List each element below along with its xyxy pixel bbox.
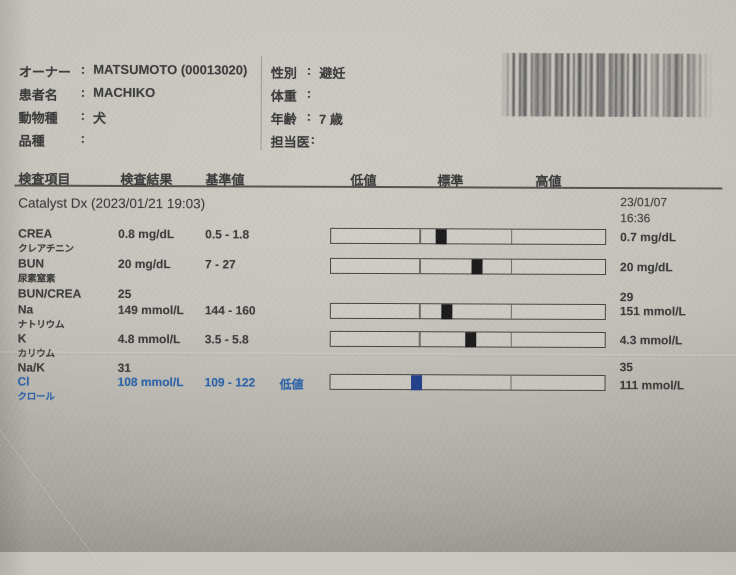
range-divider-high	[510, 333, 512, 347]
species-row: 動物種: 犬	[19, 107, 106, 126]
test-result: 4.8 mmol/L	[118, 332, 181, 346]
range-bar-na	[330, 303, 606, 320]
previous-value: 0.7 mg/dL	[620, 230, 676, 244]
age-label: 年齢	[271, 109, 301, 128]
test-kana: カリウム	[18, 345, 55, 359]
range-divider-low	[419, 229, 421, 243]
previous-value: 111 mmol/L	[619, 378, 684, 392]
range-divider-low	[419, 304, 421, 318]
range-bar-bun	[330, 258, 606, 275]
colon: :	[81, 85, 85, 104]
sex-label: 性別	[271, 63, 301, 82]
range-divider-high	[511, 230, 513, 244]
colon: :	[307, 63, 311, 82]
test-result: 0.8 mg/dL	[118, 227, 174, 241]
lab-report-sheet: オーナー: MATSUMOTO (00013020) 患者名: MACHIKO 動物…	[0, 0, 736, 554]
test-code: K	[18, 331, 27, 345]
species-label: 動物種	[19, 107, 75, 126]
test-result: 149 mmol/L	[118, 303, 184, 317]
range-divider-low	[419, 332, 421, 346]
test-code: Cl	[18, 374, 30, 388]
test-kana: ナトリウム	[18, 316, 65, 330]
test-kana: クロール	[17, 388, 54, 402]
test-result: 20 mg/dL	[118, 257, 171, 271]
paper-crease-diagonal	[0, 410, 105, 571]
range-bar-crea	[330, 228, 606, 245]
result-marker	[436, 229, 447, 244]
previous-result-time: 16:36	[620, 211, 650, 225]
test-range: 0.5 - 1.8	[205, 227, 249, 241]
test-result: 25	[118, 287, 131, 301]
range-divider-high	[510, 376, 512, 390]
analyzer-title: Catalyst Dx (2023/01/21 19:03)	[18, 195, 205, 211]
test-range: 3.5 - 5.8	[205, 332, 249, 346]
test-result: 108 mmol/L	[118, 375, 184, 389]
breed-row: 品種:	[19, 130, 93, 149]
previous-value: 35	[620, 360, 633, 374]
colon: :	[307, 86, 311, 105]
colon: :	[81, 62, 85, 81]
range-bar-cl	[330, 374, 606, 391]
colon: :	[81, 108, 85, 127]
colon: :	[81, 131, 85, 150]
sex-value: 避妊	[319, 63, 345, 82]
test-code: CREA	[18, 226, 52, 240]
barcode-graphic	[501, 53, 713, 118]
result-marker	[465, 332, 476, 347]
test-code: BUN	[18, 256, 44, 270]
patient-name-row: 患者名: MACHIKO	[19, 84, 156, 104]
header-divider-line	[261, 57, 262, 151]
owner-label: オーナー	[19, 61, 75, 80]
breed-label: 品種	[19, 130, 75, 149]
patient-info-left: オーナー:MATSUMOTO (00013020) 患者名:MACHIKO 動物…	[1, 0, 736, 2]
sex-row: 性別: 避妊	[271, 63, 345, 82]
weight-label: 体重	[271, 86, 301, 105]
range-divider-high	[511, 305, 513, 319]
range-divider-low	[419, 259, 421, 273]
test-code: Na	[18, 302, 33, 316]
colon: :	[311, 132, 315, 151]
previous-value: 4.3 mmol/L	[620, 333, 683, 347]
test-code: BUN/CREA	[18, 286, 81, 300]
test-kana: 尿素窒素	[18, 270, 55, 284]
weight-row: 体重:	[271, 86, 319, 105]
previous-result-date: 23/01/07	[620, 195, 667, 209]
doctor-row: 担当医:	[271, 132, 323, 151]
result-marker	[441, 304, 452, 319]
range-divider-high	[511, 260, 513, 274]
test-result: 31	[118, 361, 131, 375]
species-value: 犬	[93, 108, 106, 127]
test-range: 7 - 27	[205, 257, 236, 271]
patient-info-right: 性別:避妊 体重: 年齢:7 歳 担当医:	[1, 0, 736, 2]
patient-name-label: 患者名	[19, 84, 75, 103]
age-row: 年齢:7 歳	[271, 109, 343, 128]
previous-value: 151 mmol/L	[620, 304, 686, 318]
test-kana: クレアチニン	[18, 240, 74, 254]
previous-value: 29	[620, 290, 633, 304]
age-value: 7 歳	[319, 109, 343, 128]
test-range: 109 - 122	[205, 375, 256, 389]
result-marker	[411, 375, 422, 390]
doctor-label: 担当医	[271, 132, 310, 151]
previous-value: 20 mg/dL	[620, 260, 673, 274]
test-code: Na/K	[18, 360, 45, 374]
range-bar-k	[330, 331, 606, 348]
result-marker	[472, 259, 483, 274]
test-range: 144 - 160	[205, 303, 256, 317]
low-value-flag: 低値	[279, 376, 303, 393]
patient-name-value: MACHIKO	[93, 85, 155, 104]
colon: :	[307, 109, 311, 128]
owner-row: オーナー: MATSUMOTO (00013020)	[19, 61, 248, 81]
owner-value: MATSUMOTO (00013020)	[93, 62, 247, 82]
